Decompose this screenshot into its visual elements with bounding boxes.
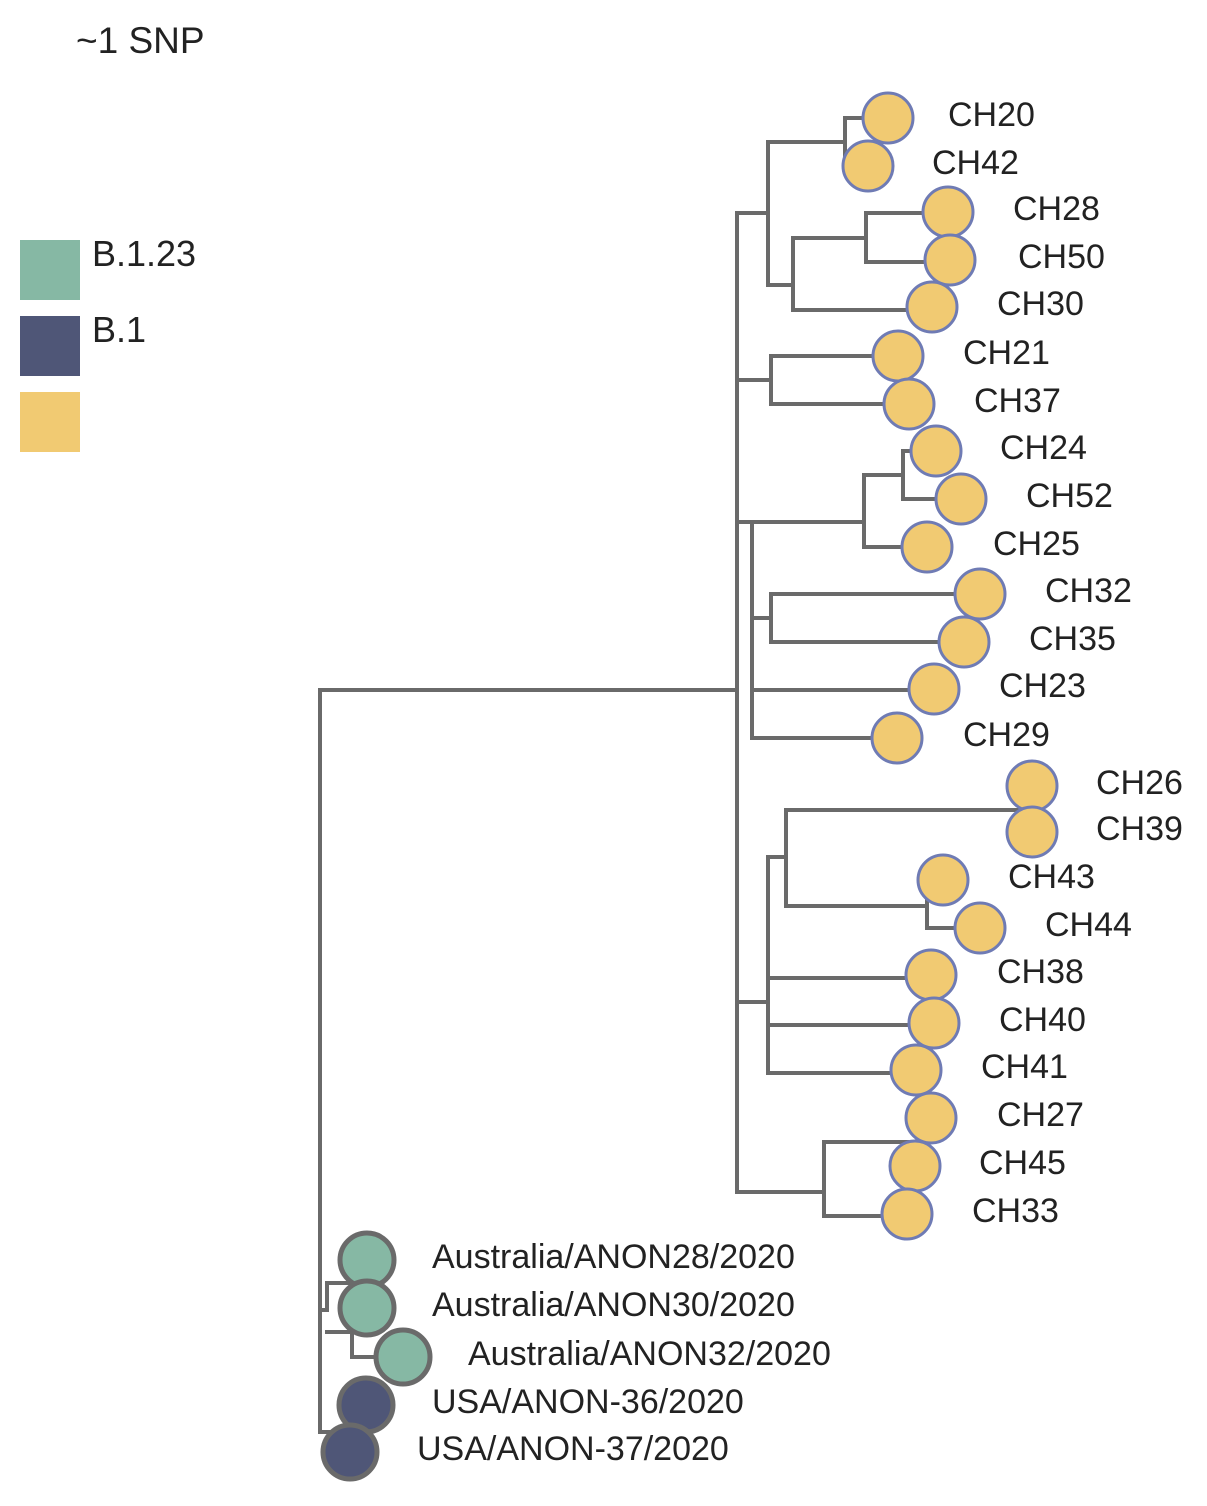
tip-label: CH37 [974, 382, 1061, 420]
tip-node-ch30 [905, 280, 959, 334]
tip-label: USA/ANON-36/2020 [432, 1383, 744, 1421]
tip-label: CH27 [997, 1096, 1084, 1134]
legend-swatch-unlabeled [20, 392, 80, 452]
tip-node-ch21 [871, 329, 925, 383]
tip-node-ch26 [1005, 759, 1059, 813]
tip-label: CH30 [997, 285, 1084, 323]
legend-label-b1: B.1 [92, 309, 147, 350]
tip-node-ch45 [888, 1139, 942, 1193]
legend-swatch-b1 [20, 316, 80, 376]
tip-label: CH44 [1045, 906, 1132, 944]
tip-label: CH29 [963, 716, 1050, 754]
tip-label: CH24 [1000, 429, 1087, 467]
tip-node-ch37 [882, 377, 936, 431]
tip-node-usa-anon-37-2020 [320, 1422, 380, 1482]
tip-label: CH33 [972, 1192, 1059, 1230]
tip-node-ch24 [909, 424, 963, 478]
scale-label: ~1 SNP [76, 20, 205, 61]
tip-node-ch40 [907, 996, 961, 1050]
tip-node-ch42 [841, 139, 895, 193]
tip-node-australia-anon32-2020 [373, 1327, 433, 1387]
tip-node-ch32 [953, 567, 1007, 621]
tip-label: CH50 [1018, 238, 1105, 276]
tip-label: CH35 [1029, 620, 1116, 658]
tip-label: CH52 [1026, 477, 1113, 515]
tip-label: CH45 [979, 1144, 1066, 1182]
tip-label: Australia/ANON32/2020 [468, 1335, 831, 1373]
tip-label: CH26 [1096, 764, 1183, 802]
tip-node-ch35 [937, 615, 991, 669]
tip-node-ch43 [916, 853, 970, 907]
tip-label: CH38 [997, 953, 1084, 991]
tip-label: CH32 [1045, 572, 1132, 610]
tip-label: CH23 [999, 667, 1086, 705]
tip-node-ch28 [921, 185, 975, 239]
tip-node-ch41 [889, 1043, 943, 1097]
tip-label: Australia/ANON28/2020 [432, 1238, 795, 1276]
tip-label: CH20 [948, 96, 1035, 134]
tip-node-ch23 [907, 662, 961, 716]
tree-tips: CH20 CH42 CH28 CH50 CH30 CH21 CH37 CH24 CH52 CH25… [320, 91, 1183, 1482]
tip-label: CH42 [932, 144, 1019, 182]
tip-label: CH28 [1013, 190, 1100, 228]
tip-node-ch25 [900, 520, 954, 574]
tip-node-ch20 [861, 91, 915, 145]
tip-node-ch50 [923, 233, 977, 287]
legend-swatch-b1-23 [20, 240, 80, 300]
tip-label: CH41 [981, 1048, 1068, 1086]
tip-label: CH39 [1096, 810, 1183, 848]
tip-label: CH43 [1008, 858, 1095, 896]
tip-node-australia-anon30-2020 [337, 1278, 397, 1338]
tip-node-ch44 [953, 901, 1007, 955]
tip-label: CH21 [963, 334, 1050, 372]
tip-label: Australia/ANON30/2020 [432, 1286, 795, 1324]
legend-label-b1-23: B.1.23 [92, 233, 197, 274]
tip-node-ch38 [904, 948, 958, 1002]
tip-node-ch29 [870, 711, 924, 765]
tip-node-ch33 [880, 1187, 934, 1241]
tip-label: CH40 [999, 1001, 1086, 1039]
tip-node-ch27 [904, 1091, 958, 1145]
tip-label: USA/ANON-37/2020 [417, 1430, 729, 1468]
tip-node-ch39 [1005, 805, 1059, 859]
tip-node-ch52 [934, 472, 988, 526]
tip-label: CH25 [993, 525, 1080, 563]
